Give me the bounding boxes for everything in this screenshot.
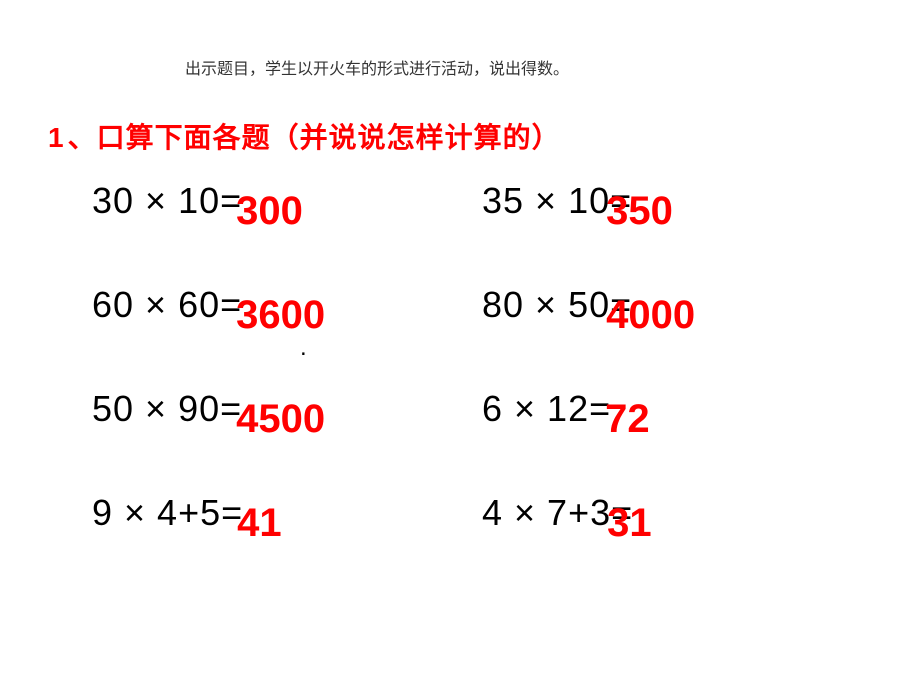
answer: 4500 bbox=[236, 397, 325, 442]
answer: 350 bbox=[606, 189, 673, 234]
problem-cell: 50 × 90= 4500 bbox=[92, 386, 482, 432]
problem-row: 50 × 90= 4500 6 × 12= 72 bbox=[92, 386, 872, 432]
expression: 30 × 10= bbox=[92, 180, 242, 222]
problem-cell: 4 × 7+3= 31 bbox=[482, 490, 872, 536]
expression: 50 × 90= bbox=[92, 388, 242, 430]
section-title: 1 、 口算下面各题（并说说怎样计算的） bbox=[48, 116, 561, 156]
title-sep: 、 bbox=[68, 116, 97, 156]
answer: 41 bbox=[237, 501, 282, 546]
top-note: 出示题目，学生以开火车的形式进行活动，说出得数。 bbox=[185, 55, 569, 79]
problem-row: 9 × 4+5= 41 4 × 7+3= 31 bbox=[92, 490, 872, 536]
problem-cell: 9 × 4+5= 41 bbox=[92, 490, 482, 536]
title-text: 口算下面各题（并说说怎样计算的） bbox=[97, 116, 561, 156]
expression: 6 × 12= bbox=[482, 388, 611, 430]
expression: 9 × 4+5= bbox=[92, 492, 243, 534]
problem-cell: 60 × 60= 3600 bbox=[92, 282, 482, 328]
center-dot: . bbox=[300, 334, 307, 362]
answer: 72 bbox=[605, 397, 650, 442]
answer: 3600 bbox=[236, 293, 325, 338]
answer: 300 bbox=[236, 189, 303, 234]
problem-cell: 6 × 12= 72 bbox=[482, 386, 872, 432]
title-number: 1 bbox=[48, 122, 64, 154]
problem-cell: 30 × 10= 300 bbox=[92, 178, 482, 224]
answer: 31 bbox=[607, 501, 652, 546]
problem-row: 30 × 10= 300 35 × 10= 350 bbox=[92, 178, 872, 224]
problem-row: 60 × 60= 3600 80 × 50= 4000 bbox=[92, 282, 872, 328]
problems-grid: 30 × 10= 300 35 × 10= 350 60 × 60= 3600 … bbox=[92, 178, 872, 594]
answer: 4000 bbox=[606, 293, 695, 338]
problem-cell: 35 × 10= 350 bbox=[482, 178, 872, 224]
expression: 60 × 60= bbox=[92, 284, 242, 326]
problem-cell: 80 × 50= 4000 bbox=[482, 282, 872, 328]
